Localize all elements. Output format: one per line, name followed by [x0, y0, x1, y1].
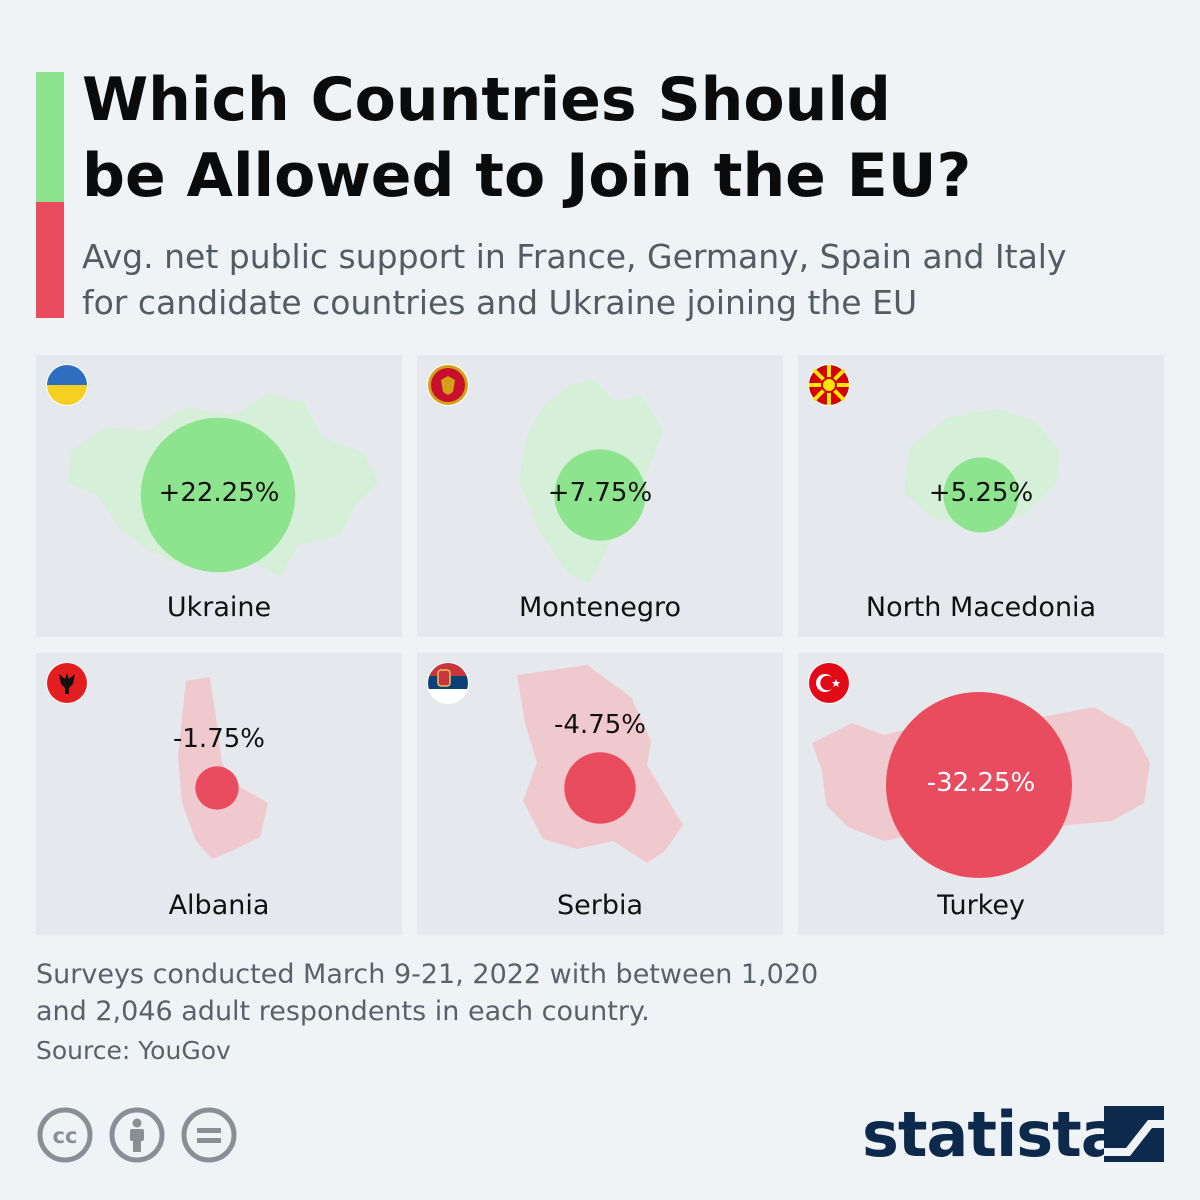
country-name: Albania — [168, 890, 270, 921]
value-label: -4.75% — [554, 710, 646, 741]
country-name: Ukraine — [166, 592, 272, 623]
value-bubble — [195, 766, 239, 810]
value-bubble — [943, 457, 1019, 533]
ukraine-flag-icon — [46, 364, 88, 406]
accent-bar-green — [36, 72, 64, 202]
value-label: +7.75% — [547, 478, 653, 508]
value-label: +22.25% — [158, 478, 280, 508]
north-macedonia-flag-icon — [808, 364, 850, 406]
attribution-icon[interactable] — [108, 1106, 166, 1164]
no-derivatives-icon[interactable] — [180, 1106, 238, 1164]
value-bubble — [564, 752, 636, 824]
value-label: +5.25% — [928, 478, 1034, 508]
value-bubble — [554, 449, 646, 541]
value-label: -1.75% — [173, 724, 265, 755]
country-panel: -32.25% Turkey — [798, 653, 1164, 935]
chart-subtitle: Avg. net public support in France, Germa… — [82, 237, 1067, 322]
country-panel: +22.25% Ukraine — [36, 355, 402, 637]
survey-note: Surveys conducted March 9-21, 2022 with … — [36, 959, 819, 1027]
source-text: Source: YouGov — [36, 1036, 231, 1065]
chart-title: Which Countries Should be Allowed to Joi… — [82, 65, 972, 211]
country-panel-svg — [427, 364, 663, 583]
turkey-flag-icon — [808, 662, 850, 704]
country-panel-svg — [46, 364, 378, 577]
country-panel-svg — [427, 662, 683, 863]
serbia-flag-icon — [427, 662, 469, 704]
country-panel-svg — [808, 364, 1060, 533]
creative-commons-icon[interactable]: cc — [36, 1106, 94, 1164]
country-panel: +5.25% North Macedonia — [798, 355, 1164, 637]
accent-bar-red — [36, 202, 64, 318]
svg-text:cc: cc — [53, 1124, 78, 1148]
country-panel-svg — [46, 662, 268, 859]
country-panel: -1.75% Albania — [36, 653, 402, 935]
value-bubble — [886, 692, 1072, 878]
country-name: Montenegro — [518, 592, 681, 623]
country-panel: +7.75% Montenegro — [417, 355, 783, 637]
value-bubble — [140, 417, 296, 573]
statista-logo-icon[interactable] — [1104, 1106, 1164, 1162]
montenegro-flag-icon — [427, 364, 469, 406]
country-name: Turkey — [937, 890, 1025, 921]
value-label: -32.25% — [926, 768, 1036, 798]
albania-flag-icon — [46, 662, 88, 704]
country-name: North Macedonia — [865, 592, 1097, 623]
statista-logo-text[interactable]: statista — [862, 1098, 1123, 1171]
country-panel: -4.75% Serbia — [417, 653, 783, 935]
country-panel-svg — [808, 662, 1150, 878]
country-name: Serbia — [556, 890, 644, 921]
